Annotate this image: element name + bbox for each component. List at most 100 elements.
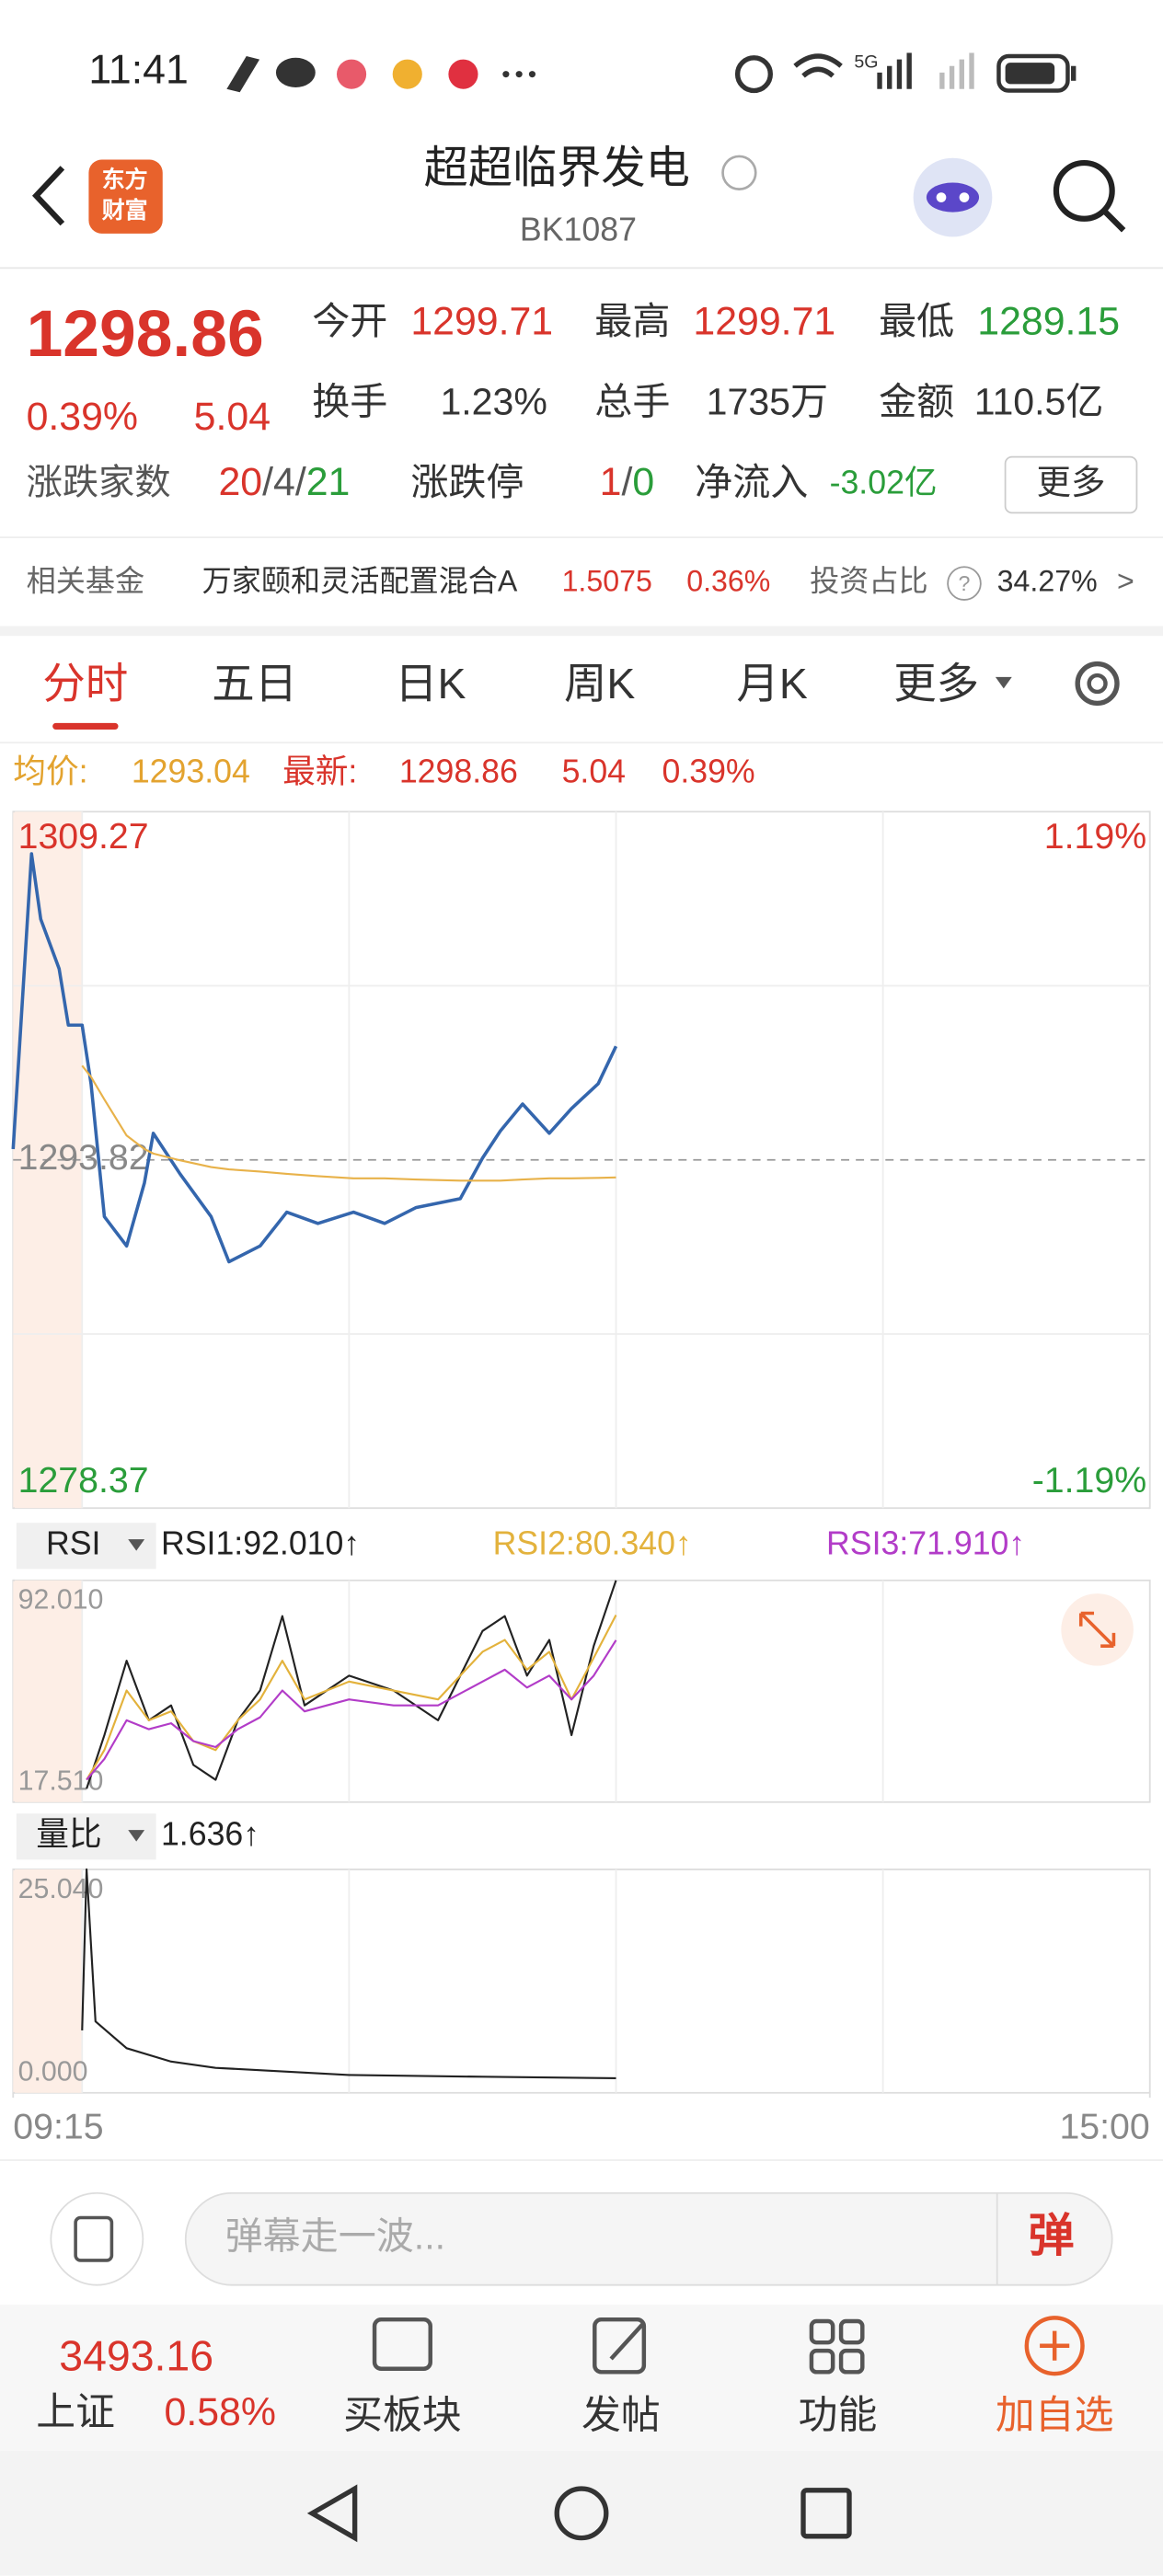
limit-counts: 1/0 bbox=[600, 460, 655, 504]
last-label: 最新: bbox=[282, 753, 357, 790]
comment-input[interactable] bbox=[184, 2191, 1113, 2286]
index-name[interactable]: 上证 bbox=[36, 2390, 115, 2434]
nav-icons-part bbox=[1040, 2330, 1070, 2361]
last-pct: 0.39% bbox=[662, 753, 754, 790]
field-label: 今开 bbox=[312, 300, 387, 342]
series-line bbox=[86, 1580, 617, 1789]
fund-label: 相关基金 bbox=[27, 565, 145, 598]
indicator-selector[interactable] bbox=[16, 1813, 156, 1860]
nav-item[interactable]: 发帖 bbox=[582, 2394, 661, 2438]
separator: / bbox=[295, 460, 306, 504]
tab[interactable]: 更多 bbox=[893, 660, 979, 707]
expand-button[interactable] bbox=[1061, 1593, 1134, 1666]
y2-tick-label: 1.19% bbox=[1044, 816, 1146, 857]
limit-up: 1 bbox=[600, 460, 622, 504]
indicator-name[interactable]: RSI bbox=[46, 1525, 101, 1562]
tab[interactable]: 日K bbox=[395, 660, 466, 707]
y-tick-label: 25.040 bbox=[18, 1874, 104, 1904]
system-back[interactable] bbox=[306, 2484, 358, 2543]
nav-item[interactable]: 加自选 bbox=[996, 2394, 1113, 2438]
info-icon[interactable] bbox=[721, 155, 757, 190]
assistant-avatar-part[interactable] bbox=[959, 192, 970, 202]
field-label: 涨跌停 bbox=[410, 461, 524, 503]
fund-pct: 0.36% bbox=[686, 565, 770, 598]
status-icons-part bbox=[392, 59, 422, 89]
up-count: 20 bbox=[218, 460, 262, 504]
ratio-label: 投资占比 bbox=[810, 565, 928, 598]
more-button-label[interactable]: 更多 bbox=[1037, 463, 1106, 501]
field-value: 1735万 bbox=[707, 380, 828, 422]
stock-code: BK1087 bbox=[520, 211, 637, 247]
avg-label: 均价: bbox=[13, 753, 87, 790]
search-button-part[interactable] bbox=[1103, 210, 1126, 233]
nav-icons-part bbox=[372, 2317, 432, 2371]
danmaku-settings[interactable] bbox=[50, 2191, 144, 2286]
field-label: 换手 bbox=[312, 380, 387, 422]
field-label: 最低 bbox=[879, 300, 954, 342]
status-icons-part bbox=[336, 59, 367, 89]
nav-item[interactable]: 功能 bbox=[799, 2394, 878, 2438]
system-home[interactable] bbox=[554, 2486, 609, 2541]
last-change: 5.04 bbox=[562, 753, 626, 790]
dropdown-arrow[interactable] bbox=[995, 676, 1012, 689]
tab[interactable]: 分时 bbox=[42, 660, 128, 707]
search-button[interactable] bbox=[1053, 159, 1126, 233]
nav-item[interactable]: 买板块 bbox=[343, 2394, 461, 2438]
series-line bbox=[11, 852, 618, 1264]
system-recents[interactable] bbox=[800, 2488, 852, 2539]
danmaku-settings-part[interactable] bbox=[74, 2215, 114, 2262]
status-icons-part bbox=[906, 52, 912, 89]
status-icons-part bbox=[528, 71, 536, 78]
help-icon[interactable] bbox=[947, 566, 982, 601]
separator: / bbox=[621, 460, 632, 504]
comment-placeholder[interactable]: 弹幕走一波... bbox=[225, 2215, 445, 2258]
expand-button-part[interactable] bbox=[1078, 1611, 1116, 1648]
nav-icons-part bbox=[1024, 2316, 1085, 2376]
danmaku-button[interactable]: 弹 bbox=[1029, 2210, 1075, 2261]
dropdown-arrow[interactable] bbox=[128, 1539, 145, 1551]
avg-price: 1293.04 bbox=[132, 753, 250, 790]
assistant-avatar[interactable] bbox=[913, 157, 993, 237]
charts: 东方财富1278.371293.821309.27-1.19%1.19%17.5… bbox=[11, 811, 1151, 2146]
nav-icons-part bbox=[809, 2348, 835, 2375]
settings-button[interactable] bbox=[1075, 661, 1120, 707]
fund-arrow[interactable]: > bbox=[1117, 565, 1134, 598]
legend-entry: RSI2:80.340↑ bbox=[493, 1525, 692, 1562]
indicator-value: 1.636↑ bbox=[161, 1816, 259, 1853]
legend-entry: RSI1:92.010↑ bbox=[161, 1525, 360, 1562]
auction-shade bbox=[13, 1580, 83, 1802]
system-nav bbox=[0, 2451, 1163, 2576]
settings-button-part[interactable] bbox=[1075, 661, 1120, 707]
back-button[interactable] bbox=[31, 166, 65, 226]
tab[interactable]: 五日 bbox=[212, 660, 297, 707]
status-icons-part bbox=[226, 56, 260, 93]
search-button-part[interactable] bbox=[1053, 159, 1115, 222]
indicator-selector[interactable] bbox=[16, 1523, 156, 1570]
series-line bbox=[86, 1639, 617, 1781]
index-pct[interactable]: 0.58% bbox=[165, 2390, 276, 2434]
dropdown-arrow[interactable] bbox=[128, 1830, 145, 1842]
rise-fall-counts: 20/4/21 bbox=[218, 460, 350, 504]
tab[interactable]: 周K bbox=[564, 660, 635, 707]
assistant-avatar-part[interactable] bbox=[936, 192, 947, 202]
y2-tick-label: -1.19% bbox=[1032, 1460, 1146, 1501]
x-tick-label: 09:15 bbox=[13, 2106, 103, 2146]
status-icons-part bbox=[1005, 63, 1055, 85]
danmaku-settings-part[interactable] bbox=[50, 2191, 144, 2286]
more-button[interactable] bbox=[1004, 455, 1138, 514]
last-value: 1298.86 bbox=[399, 753, 518, 790]
status-icons-part bbox=[887, 65, 892, 89]
indicator-name[interactable]: 量比 bbox=[36, 1816, 101, 1853]
nav-icons-part bbox=[838, 2348, 865, 2375]
logo bbox=[88, 159, 163, 234]
assistant-avatar-part[interactable] bbox=[926, 182, 980, 213]
index-value[interactable]: 3493.16 bbox=[59, 2331, 213, 2379]
fund-name[interactable]: 万家颐和灵活配置混合A bbox=[202, 565, 518, 598]
settings-button-part[interactable] bbox=[1087, 673, 1108, 695]
tab[interactable]: 月K bbox=[736, 660, 807, 707]
page-title: 超超临界发电 bbox=[424, 144, 690, 193]
status-icons-part bbox=[275, 57, 316, 87]
help-mark[interactable]: ? bbox=[959, 571, 971, 595]
